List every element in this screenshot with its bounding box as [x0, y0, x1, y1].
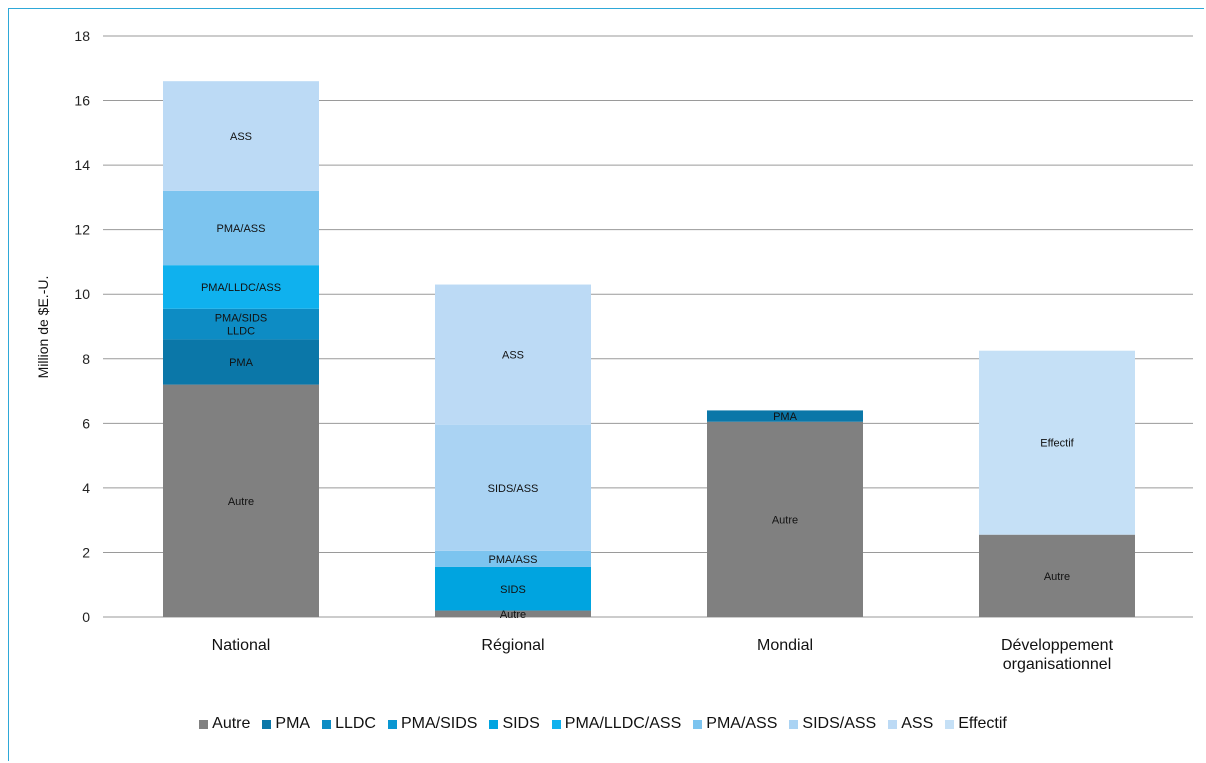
bar-segment [163, 339, 319, 385]
segment-label: PMA/LLDC/ASS [201, 282, 281, 294]
bar-segment [979, 350, 1135, 535]
y-axis-ticks: 0 2 4 6 8 10 12 14 16 18 [74, 28, 90, 625]
legend-swatch [789, 719, 799, 729]
legend-label: Autre [212, 715, 251, 732]
bar-segment [163, 308, 319, 340]
segment-label: Autre [500, 609, 526, 621]
legend-swatch [387, 719, 397, 729]
bar-segment [163, 384, 319, 617]
category-label: organisationnel [1003, 656, 1112, 673]
segment-label: ASS [230, 131, 252, 143]
y-tick-label: 18 [74, 28, 90, 44]
legend-item: Autre [199, 715, 250, 733]
y-axis-label: Million de $E.-U. [35, 276, 51, 379]
legend-swatch [945, 719, 955, 729]
chart-frame [8, 8, 1204, 761]
segment-label: Autre [772, 514, 798, 526]
segment-label: PMA [773, 411, 798, 423]
segment-label: PMA/ASS [217, 223, 266, 235]
legend-label: Effectif [958, 715, 1007, 732]
category-label: Mondial [757, 637, 813, 654]
legend-swatch [262, 719, 272, 729]
bar-segment [435, 610, 591, 617]
y-tick-label: 16 [74, 93, 90, 109]
legend-label: SIDS [502, 715, 540, 732]
category-label: National [212, 637, 271, 654]
y-tick-label: 6 [82, 415, 90, 431]
bar-segment [707, 421, 863, 617]
bar-segment [435, 566, 591, 611]
category-label: Développement [1001, 637, 1114, 654]
legend-swatch [489, 719, 499, 729]
legend-label: SIDS/ASS [802, 715, 877, 732]
segment-label: Autre [228, 496, 254, 508]
segment-label: PMA/SIDS [215, 313, 268, 325]
segment-label: Effectif [1040, 438, 1074, 450]
legend-swatch [322, 719, 332, 729]
legend-item: SIDS [489, 715, 540, 733]
legend-swatch [199, 719, 209, 729]
legend-label: LLDC [335, 715, 376, 732]
bar-segment [979, 534, 1135, 617]
y-tick-label: 0 [82, 609, 90, 625]
legend-item: PMA/SIDS [387, 715, 478, 733]
legend-swatch [693, 719, 703, 729]
segment-label: SIDS/ASS [488, 483, 539, 495]
legend-label: PMA/SIDS [400, 715, 478, 732]
bar-segment [163, 190, 319, 266]
segment-label: SIDS [500, 584, 526, 596]
legend-swatch [888, 719, 898, 729]
y-tick-label: 4 [82, 480, 90, 496]
legend-item: PMA/ASS [693, 715, 777, 733]
y-tick-label: 14 [74, 157, 90, 173]
segment-label: ASS [502, 350, 524, 362]
legend-item: PMA/LLDC/ASS [551, 715, 682, 733]
segment-label: PMA [229, 357, 254, 369]
legend-label: PMA/ASS [706, 715, 778, 732]
y-tick-label: 10 [74, 286, 90, 302]
y-tick-label: 12 [74, 222, 90, 238]
legend-swatch [551, 719, 561, 729]
segment-label: Autre [1044, 571, 1070, 583]
bar-segment [163, 265, 319, 309]
segment-label: LLDC [227, 326, 255, 338]
bar-segment [435, 284, 591, 425]
legend: Autre PMA LLDC PMA/SIDS SIDS PMA/LLDC/ASS PMA/… [0, 715, 1206, 733]
bar-segment [707, 410, 863, 422]
bar-segment [163, 81, 319, 191]
legend-label: PMA [275, 715, 311, 732]
bar-segment [435, 550, 591, 567]
legend-item: LLDC [322, 715, 376, 733]
legend-label: ASS [901, 715, 934, 732]
bar-segment [435, 424, 591, 551]
y-tick-label: 2 [82, 544, 90, 560]
y-tick-label: 8 [82, 351, 90, 367]
category-label: Régional [481, 637, 544, 654]
legend-item: Effectif [945, 715, 1007, 733]
legend-item: PMA [262, 715, 310, 733]
legend-label: PMA/LLDC/ASS [564, 715, 682, 732]
legend-item: SIDS/ASS [789, 715, 876, 733]
segment-label: PMA/ASS [489, 554, 538, 566]
legend-item: ASS [888, 715, 933, 733]
x-axis-categories: National Régional Mondial Développement orga… [212, 637, 1114, 673]
